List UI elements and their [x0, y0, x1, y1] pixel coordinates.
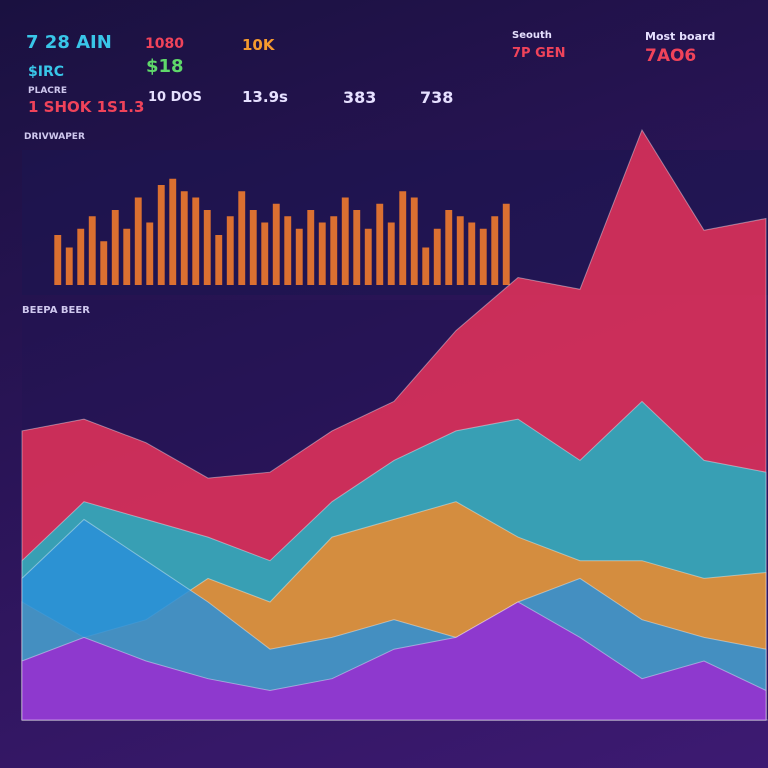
card-value: 13.9s — [242, 88, 288, 106]
bar — [88, 216, 96, 285]
bar — [364, 228, 372, 285]
card-sub: $IRC — [28, 64, 65, 80]
bar — [272, 203, 280, 285]
bar — [491, 216, 499, 285]
bar — [295, 228, 303, 285]
panel-title: BEEPA BEER — [22, 305, 90, 316]
panel-title: DRIVWAPER — [24, 132, 85, 142]
bar — [203, 210, 211, 285]
bar — [146, 222, 154, 285]
bar — [180, 191, 188, 285]
bar — [502, 203, 510, 285]
card-sub: $18 — [146, 56, 184, 77]
bar — [433, 228, 441, 285]
card-title: 10K — [242, 36, 275, 54]
card-title: 1080 — [145, 36, 184, 52]
bar — [445, 210, 453, 285]
bar — [77, 228, 85, 285]
card-value: 383 — [343, 88, 377, 107]
card-value: 10 DOS — [148, 90, 202, 105]
bar — [479, 228, 487, 285]
bar — [238, 191, 246, 285]
bar — [468, 222, 476, 285]
bar — [54, 235, 62, 285]
bar — [399, 191, 407, 285]
bar — [100, 241, 108, 285]
bar — [318, 222, 326, 285]
bar — [134, 197, 142, 285]
bar — [341, 197, 349, 285]
bar — [123, 228, 131, 285]
bar — [456, 216, 464, 285]
card-sub: 7AO6 — [645, 46, 697, 66]
card-value: 738 — [420, 88, 454, 107]
card-sub: 7P GEN — [512, 46, 566, 61]
card-label: PLACRE — [28, 86, 67, 96]
bar — [284, 216, 292, 285]
bar — [330, 216, 338, 285]
card-title: 7 28 AIN — [26, 32, 112, 53]
bar — [422, 247, 430, 285]
bar — [376, 203, 384, 285]
area — [21, 601, 767, 721]
bar — [353, 210, 361, 285]
bar — [249, 210, 257, 285]
card-title: Seouth — [512, 30, 552, 41]
bar — [157, 185, 165, 285]
bar — [192, 197, 200, 285]
bar — [226, 216, 234, 285]
bar — [307, 210, 315, 285]
bar — [169, 178, 177, 285]
card-value: 1 SHOK 1S1.3 — [28, 98, 145, 116]
card-title: Most board — [645, 30, 716, 43]
bar — [410, 197, 418, 285]
bar — [215, 235, 223, 285]
bar — [65, 247, 73, 285]
bar — [261, 222, 269, 285]
bar — [111, 210, 119, 285]
bar — [387, 222, 395, 285]
